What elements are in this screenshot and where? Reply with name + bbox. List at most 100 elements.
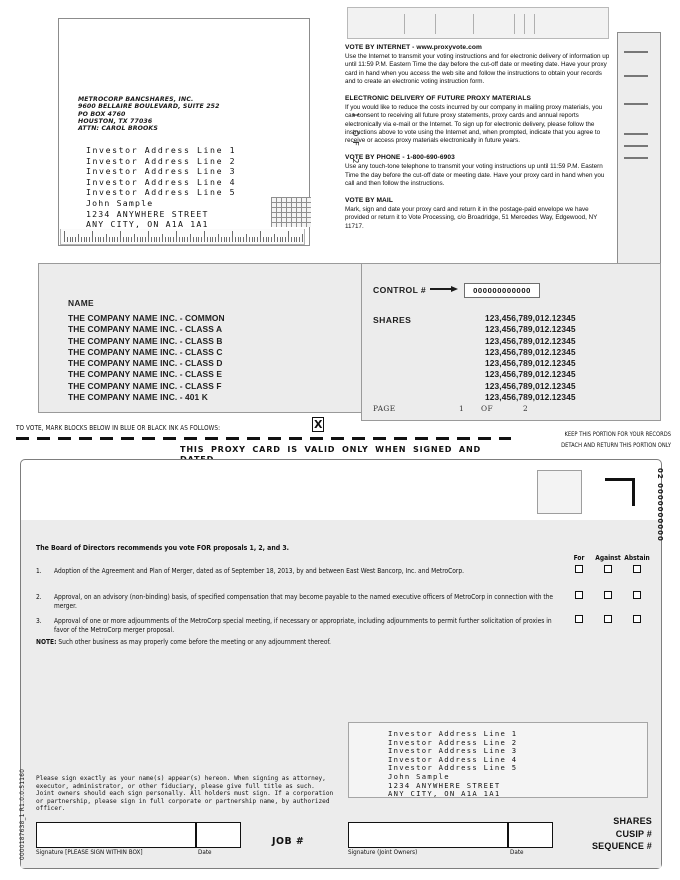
checkbox-against[interactable] [604, 565, 612, 573]
column-header-against: Against [595, 554, 621, 562]
tear-dash-line [16, 437, 511, 440]
registration-square-marker [537, 470, 582, 514]
page-label: PAGE [373, 404, 396, 413]
control-number-label: CONTROL # [373, 285, 427, 295]
sheet-of-marker: 1 OF 2 [316, 112, 360, 214]
job-code-vertical: 0000187638_1 R1.0.0.51160 [14, 690, 30, 860]
vote-by-phone-block: VOTE BY PHONE - 1-800-690-6903 Use any t… [345, 154, 613, 188]
electronic-delivery-block: ELECTRONIC DELIVERY OF FUTURE PROXY MATE… [345, 95, 613, 145]
signature-input-primary[interactable] [36, 822, 196, 848]
mesh-grid-marker [271, 197, 311, 227]
date-caption-joint: Date [510, 849, 524, 856]
barcode-strip [347, 7, 609, 39]
footer-sequence-label: SEQUENCE # [591, 841, 652, 851]
checkbox-against[interactable] [604, 591, 612, 599]
control-number-row: CONTROL # 000000000000 [373, 278, 540, 298]
signature-legal-text: Please sign exactly as your name(s) appe… [36, 775, 334, 813]
footer-identifier-labels: SHARES CUSIP # SEQUENCE # [560, 815, 652, 853]
list-item: THE COMPANY NAME INC. - 401 K [68, 392, 208, 403]
list-item: 123,456,789,012.12345 [485, 369, 576, 380]
return-address-line: PO BOX 4760 [78, 110, 126, 118]
investor-address-top: Investor Address Line 1 Investor Address… [86, 145, 236, 230]
arrow-right-icon [430, 285, 459, 293]
investor-address-line: Investor Address Line 4 [388, 754, 518, 764]
proposal-row: 1. Adoption of the Agreement and Plan of… [36, 567, 566, 576]
checkbox-abstain[interactable] [633, 565, 641, 573]
vote-by-phone-body: Use any touch-tone telephone to transmit… [345, 163, 605, 187]
ballot-note-label: NOTE: [36, 638, 57, 646]
voting-instructions: VOTE BY INTERNET - www.proxyvote.com Use… [345, 44, 613, 240]
electronic-delivery-body: If you would like to reduce the costs in… [345, 104, 603, 145]
investor-address-line: Investor Address Line 5 [388, 763, 518, 773]
return-address-line: ATTN: CAROL BROOKS [78, 125, 158, 133]
investor-address-line: Investor Address Line 3 [86, 166, 237, 177]
investor-address-line: John Sample [388, 771, 450, 781]
investor-address-box-bottom [348, 722, 648, 798]
signature-block-primary: Signature [PLEASE SIGN WITHIN BOX] Date [36, 822, 241, 856]
sequence-code-label: 02 0000000000 [656, 468, 664, 542]
vote-by-internet-heading: VOTE BY INTERNET - www.proxyvote.com [345, 44, 482, 51]
list-item: 123,456,789,012.12345 [485, 380, 576, 391]
vote-by-internet-body: Use the Internet to transmit your voting… [345, 53, 610, 85]
ballot-note: NOTE: Such other business as may properl… [36, 638, 496, 646]
column-header-for: For [573, 554, 585, 562]
sequence-code-vertical: 02 0000000000 [652, 468, 668, 578]
return-address-line: HOUSTON, TX 77036 [78, 117, 153, 125]
to-vote-instruction: TO VOTE, MARK BLOCKS BELOW IN BLUE OR BL… [16, 423, 221, 432]
investor-address-line: Investor Address Line 2 [388, 737, 518, 747]
corner-registration-mark [605, 478, 635, 506]
list-item: 123,456,789,012.12345 [485, 392, 576, 403]
checkbox-against[interactable] [604, 615, 612, 623]
investor-address-line: Investor Address Line 5 [86, 187, 237, 198]
proposal-row: 2. Approval, on an advisory (non-binding… [36, 593, 566, 610]
keep-portion-line-2: DETACH AND RETURN THIS PORTION ONLY [561, 441, 671, 449]
signature-input-joint[interactable] [348, 822, 508, 848]
page-number: 1 [459, 404, 465, 413]
date-input-primary[interactable] [196, 822, 241, 848]
proposal-number: 2. [36, 593, 42, 601]
investor-address-line: Investor Address Line 2 [86, 155, 237, 166]
investor-address-line: Investor Address Line 1 [388, 729, 518, 738]
checkbox-for[interactable] [575, 615, 583, 623]
keep-portion-note: KEEP THIS PORTION FOR YOUR RECORDS DETAC… [529, 429, 671, 451]
signature-caption-joint: Signature (Joint Owners) [348, 849, 418, 856]
return-address-line: METROCORP BANCSHARES, INC. [78, 96, 194, 103]
investor-address-line: Investor Address Line 1 [86, 145, 237, 155]
date-caption-primary: Date [198, 849, 212, 856]
investor-address-line: 1234 ANYWHERE STREET [388, 780, 501, 790]
investor-address-line: ANY CITY, ON A1A 1A1 [86, 219, 209, 230]
investor-address-line: Investor Address Line 4 [86, 176, 237, 187]
job-code-label: 0000187638_1 R1.0.0.51160 [18, 768, 26, 860]
footer-shares-label: SHARES [613, 816, 652, 826]
vote-by-mail-body: Mark, sign and date your proxy card and … [345, 206, 598, 230]
company-name-list: THE COMPANY NAME INC. - COMMON THE COMPA… [68, 313, 225, 403]
investor-address-line: 1234 ANYWHERE STREET [86, 208, 209, 219]
page-of-label: OF [481, 404, 493, 413]
timing-marks-panel [617, 32, 661, 264]
proposal-text: Approval of one or more adjournments of … [54, 617, 552, 634]
checkbox-abstain[interactable] [633, 591, 641, 599]
checkbox-for[interactable] [575, 591, 583, 599]
proposal-number: 3. [36, 617, 42, 625]
page-indicator: PAGE 1 OF 2 [373, 404, 653, 413]
mailing-window [58, 18, 310, 246]
return-address-block: METROCORP BANCSHARES, INC. 9600 BELLAIRE… [78, 96, 220, 132]
investor-address-bottom: Investor Address Line 1 Investor Address… [388, 729, 518, 799]
shares-values-list: 123,456,789,012.12345 123,456,789,012.12… [485, 313, 576, 403]
checkbox-abstain[interactable] [633, 615, 641, 623]
list-item: THE COMPANY NAME INC. - CLASS D [68, 358, 223, 369]
vote-checkbox-group [565, 615, 651, 623]
page-total: 2 [523, 404, 529, 413]
investor-address-line: Investor Address Line 3 [388, 746, 518, 756]
proposal-number: 1. [36, 567, 42, 575]
proposal-row: 3. Approval of one or more adjournments … [36, 617, 566, 634]
date-input-joint[interactable] [508, 822, 553, 848]
name-column-header: NAME [68, 298, 94, 308]
column-header-abstain: Abstain [624, 554, 650, 562]
job-number-label: JOB # [272, 836, 305, 847]
checkbox-for[interactable] [575, 565, 583, 573]
list-item: THE COMPANY NAME INC. - CLASS B [68, 335, 223, 346]
list-item: THE COMPANY NAME INC. - COMMON [68, 313, 225, 323]
vote-by-internet-block: VOTE BY INTERNET - www.proxyvote.com Use… [345, 44, 613, 86]
